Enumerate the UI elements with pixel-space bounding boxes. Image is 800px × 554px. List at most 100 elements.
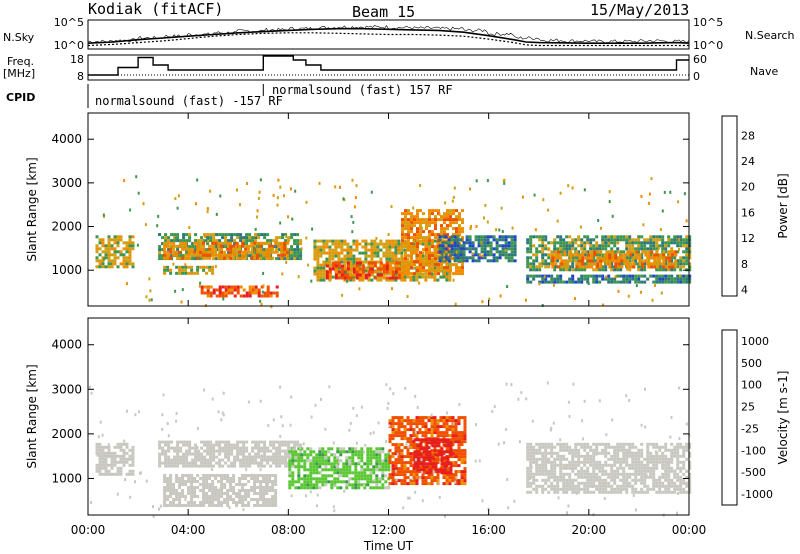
range-cell [101,463,105,467]
range-cell [343,278,347,282]
range-cell [296,443,300,447]
range-cell [397,276,401,280]
range-cell [331,254,335,258]
range-cell [284,233,288,237]
range-cell [202,483,206,486]
scatter-cell [406,295,409,298]
range-cell [263,458,267,462]
range-cell [366,447,370,451]
range-cell [483,244,487,248]
range-cell [98,469,102,473]
range-cell [334,261,338,265]
range-cell [544,454,548,458]
range-cell [363,474,367,478]
range-cell [644,259,648,263]
range-cell [158,458,162,462]
range-cell [131,451,135,455]
range-cell [385,245,389,249]
range-cell [592,256,596,260]
range-cell [164,452,168,456]
range-cell [554,250,558,254]
range-cell [535,490,539,494]
range-cell [391,416,395,420]
range-cell [613,457,617,461]
range-cell [526,274,530,278]
scatter-cell [418,281,421,285]
range-cell [230,239,234,243]
scatter-cell [484,203,487,207]
range-cell [345,474,349,478]
range-cell [296,251,300,255]
range-cell [425,257,428,261]
range-cell [532,259,536,263]
range-cell [315,483,319,487]
range-cell [443,233,446,237]
range-cell [449,236,452,240]
range-cell [453,253,457,257]
range-cell [259,250,263,254]
range-cell [437,453,441,457]
range-cell [547,469,551,473]
range-cell [574,241,578,245]
range-cell [182,443,186,447]
range-cell [254,443,258,447]
range-cell [381,447,385,451]
range-cell [346,261,350,265]
range-cell [360,447,364,451]
range-cell [440,224,443,228]
range-cell [236,449,240,453]
range-cell [455,215,458,219]
range-cell [110,457,114,461]
range-cell [628,472,632,476]
range-cell [583,442,587,446]
range-cell [227,443,231,447]
range-cell [286,250,290,254]
range-cell [453,241,457,245]
range-cell [175,253,179,257]
scatter-cell [341,293,344,297]
range-cell [191,242,195,246]
range-cell [239,458,243,462]
range-cell [450,247,454,251]
range-cell [416,227,419,231]
range-cell [550,460,554,464]
range-cell [232,498,236,501]
range-cell [526,481,530,485]
range-cell [613,280,617,284]
range-cell [205,498,209,501]
range-cell [208,250,212,254]
range-cell [547,265,551,269]
range-cell [601,268,605,272]
range-cell [442,473,446,477]
range-cell [589,475,593,479]
range-cell [559,460,563,464]
range-cell [562,484,566,488]
range-cell [670,259,674,263]
range-cell [416,453,420,457]
range-cell [452,221,455,225]
range-cell [619,472,623,476]
range-cell [119,457,123,461]
range-cell [659,253,663,257]
range-cell [556,490,560,494]
range-cell [391,251,395,255]
range-cell [584,250,588,254]
range-cell [604,472,608,476]
range-cell [182,233,186,237]
range-cell [559,469,563,473]
range-cell [658,280,662,284]
scatter-cell [559,191,562,195]
range-cell [354,477,358,481]
range-cell [562,466,566,470]
range-cell [495,247,499,251]
range-cell [463,467,467,471]
range-cell [410,218,413,222]
range-cell [403,428,407,432]
range-cell [569,256,573,260]
range-cell [299,257,303,261]
range-cell [434,438,438,442]
range-cell [619,442,623,446]
range-cell [607,472,611,476]
range-cell [397,416,401,420]
range-cell [250,477,254,480]
